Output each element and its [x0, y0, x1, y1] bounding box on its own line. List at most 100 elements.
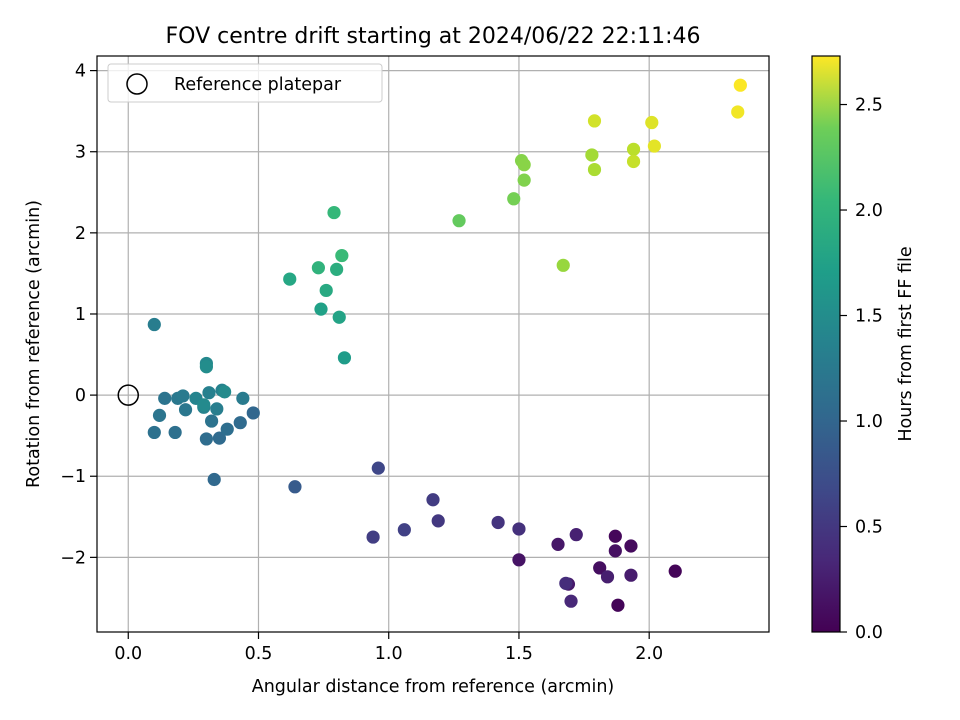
- data-point: [319, 283, 333, 298]
- y-tick-label: 3: [75, 143, 86, 163]
- data-point: [335, 248, 349, 263]
- data-point: [611, 598, 625, 612]
- colorbar-label: Hours from first FF file: [896, 246, 916, 441]
- data-point: [202, 386, 216, 400]
- data-point: [626, 154, 641, 169]
- data-point: [168, 425, 182, 440]
- data-point: [197, 398, 211, 412]
- colorbar-gradient: [811, 55, 841, 633]
- colorbar-ticks: 0.0 0.5 1.0 1.5 2.0 2.5: [840, 96, 883, 643]
- colorbar-tick-label: 2.5: [855, 96, 883, 116]
- data-point: [283, 272, 297, 286]
- data-point: [147, 425, 161, 440]
- y-axis-label: Rotation from reference (arcmin): [24, 200, 44, 488]
- grid-lines: [97, 56, 769, 632]
- data-point: [517, 158, 531, 172]
- x-axis-ticks: 0.0 0.5 1.0 1.5 2.0: [114, 632, 663, 664]
- data-point: [426, 493, 440, 507]
- data-point: [288, 480, 302, 494]
- x-tick-label: 1.5: [505, 644, 533, 664]
- y-tick-label: 0: [75, 386, 86, 406]
- data-point: [491, 515, 505, 530]
- data-point: [207, 472, 221, 487]
- data-point: [626, 142, 641, 156]
- colorbar-tick-label: 0.0: [855, 623, 883, 643]
- x-tick-label: 2.0: [635, 644, 663, 664]
- data-point: [236, 391, 250, 405]
- data-point: [452, 214, 466, 228]
- data-point: [608, 544, 622, 558]
- colorbar-tick-label: 1.0: [855, 412, 883, 432]
- data-point: [158, 391, 172, 405]
- data-point: [645, 115, 659, 130]
- data-point: [311, 261, 325, 275]
- colorbar-tick-label: 2.0: [855, 201, 883, 221]
- data-point: [246, 406, 260, 420]
- data-point: [218, 385, 232, 399]
- data-point: [147, 317, 161, 332]
- data-point: [587, 114, 602, 128]
- data-point: [199, 432, 213, 446]
- data-point: [624, 539, 638, 553]
- data-point: [731, 105, 745, 119]
- data-points: [117, 78, 747, 612]
- y-tick-label: −1: [60, 467, 86, 487]
- data-point: [647, 139, 661, 153]
- x-axis-label: Angular distance from reference (arcmin): [252, 677, 615, 697]
- data-point: [332, 310, 346, 324]
- data-point: [608, 529, 622, 543]
- chart-title: FOV centre drift starting at 2024/06/22 …: [166, 24, 701, 49]
- x-tick-label: 1.0: [375, 644, 403, 664]
- reference-point-marker: [117, 384, 140, 406]
- legend-label: Reference platepar: [174, 75, 342, 95]
- data-point: [220, 422, 234, 436]
- legend: Reference platepar: [107, 63, 383, 103]
- x-tick-label: 0.0: [114, 644, 142, 664]
- data-point: [512, 553, 526, 567]
- data-point: [551, 537, 565, 551]
- legend-reference-marker: [126, 73, 148, 95]
- data-point: [624, 568, 638, 582]
- data-point: [733, 78, 747, 92]
- data-point: [327, 205, 341, 220]
- plot-frame: [96, 55, 770, 633]
- data-point: [205, 414, 219, 428]
- data-point: [512, 522, 526, 536]
- y-tick-label: 2: [75, 224, 86, 244]
- data-point: [371, 461, 385, 475]
- colorbar-tick-label: 1.5: [855, 307, 883, 327]
- y-axis-ticks: −2 −1 0 1 2 3 4: [60, 62, 97, 568]
- data-point: [559, 576, 573, 590]
- data-point: [564, 594, 578, 608]
- data-point: [210, 402, 224, 416]
- data-point: [176, 389, 190, 403]
- data-point: [178, 403, 193, 417]
- data-point: [233, 416, 247, 430]
- y-tick-label: −2: [60, 548, 86, 568]
- data-point: [569, 528, 583, 542]
- data-point: [152, 408, 167, 422]
- colorbar: 0.0 0.5 1.0 1.5 2.0 2.5 Hours from first FF f…: [811, 55, 916, 643]
- y-tick-label: 1: [75, 305, 86, 325]
- legend-box: [107, 63, 383, 103]
- data-point: [397, 523, 411, 537]
- data-point: [587, 162, 602, 177]
- data-point: [212, 431, 227, 445]
- data-point: [366, 530, 380, 544]
- data-point: [314, 302, 328, 316]
- colorbar-tick-label: 0.5: [855, 518, 883, 538]
- data-point: [431, 514, 445, 528]
- data-point: [600, 570, 615, 584]
- data-point: [337, 351, 352, 365]
- data-point: [507, 192, 521, 206]
- y-tick-label: 4: [75, 62, 86, 82]
- data-point: [668, 564, 682, 578]
- x-tick-label: 0.5: [245, 644, 273, 664]
- data-point: [517, 173, 531, 187]
- data-point: [585, 148, 599, 162]
- data-point: [593, 561, 607, 575]
- data-point: [556, 258, 570, 272]
- data-point: [330, 262, 344, 276]
- data-point: [199, 360, 213, 374]
